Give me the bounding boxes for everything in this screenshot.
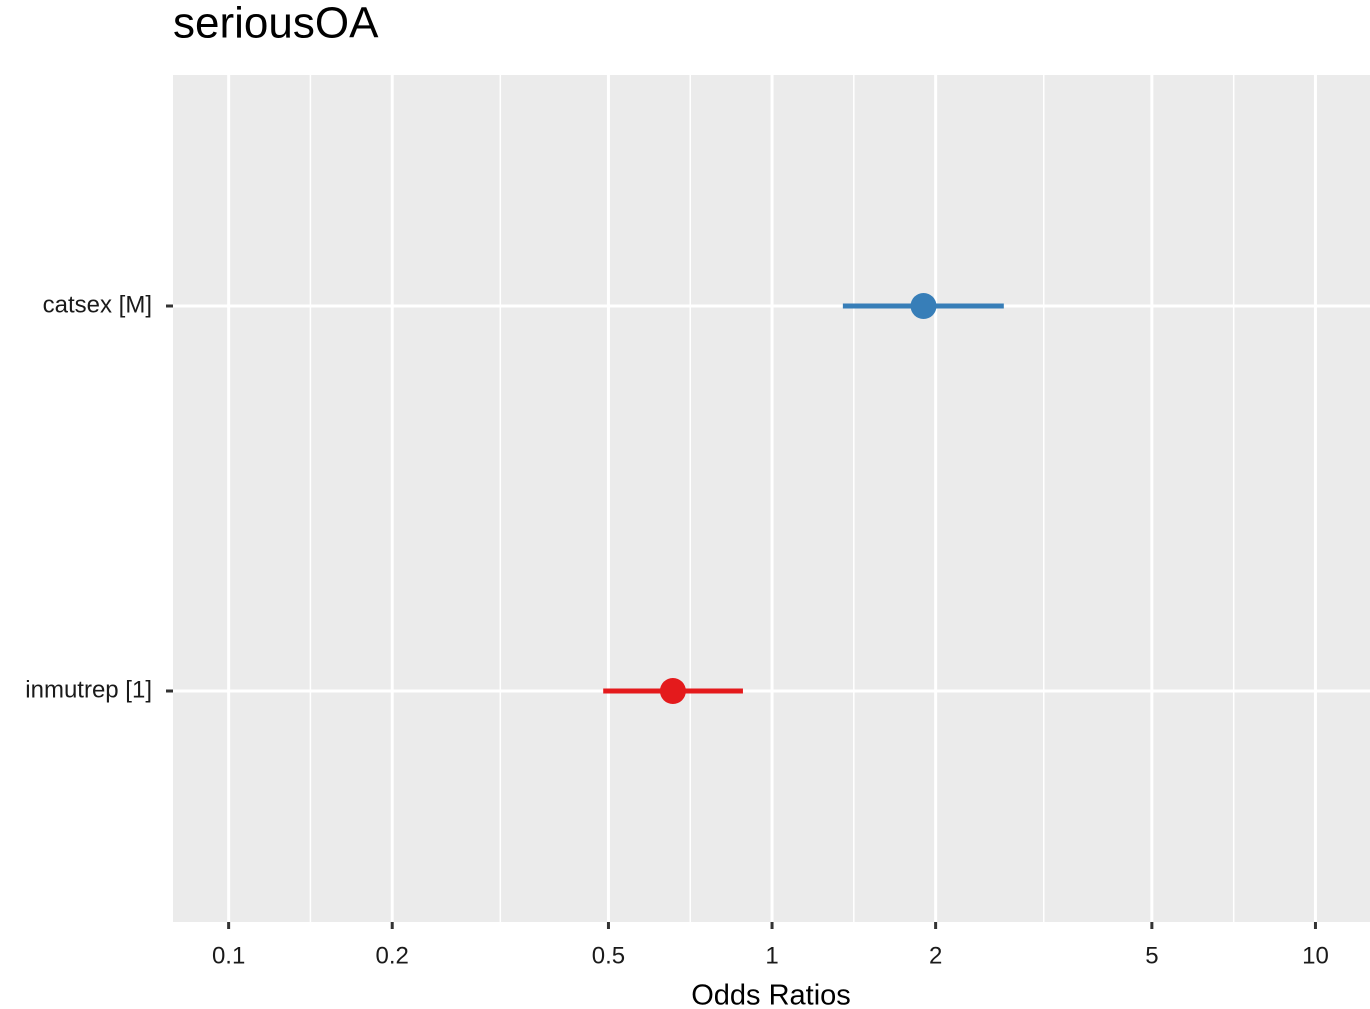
y-tick-label: catsex [M] — [43, 291, 152, 318]
x-tick-label: 1 — [765, 942, 778, 969]
x-tick-label: 0.5 — [592, 942, 625, 969]
x-tick-label: 0.2 — [376, 942, 409, 969]
point — [910, 293, 937, 319]
x-tick-label: 2 — [929, 942, 942, 969]
x-tick-label: 5 — [1145, 942, 1158, 969]
point — [659, 678, 686, 704]
x-axis-label: Odds Ratios — [691, 980, 851, 1009]
grid — [173, 75, 1370, 922]
x-tick-label: 10 — [1302, 942, 1329, 969]
chart-title: seriousOA — [173, 0, 379, 48]
x-tick-label: 0.1 — [212, 942, 245, 969]
y-tick-label: inmutrep [1] — [25, 676, 152, 703]
